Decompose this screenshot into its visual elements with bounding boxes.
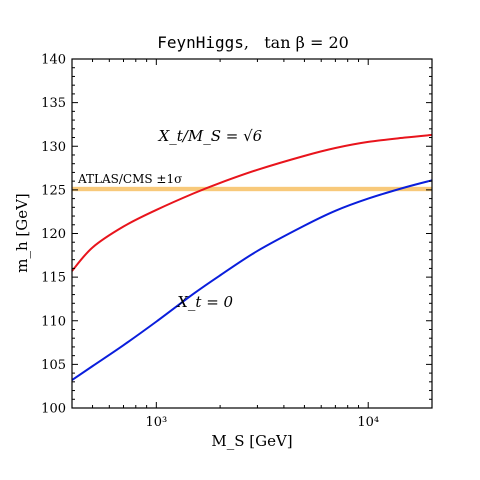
y-tick-label: 110 xyxy=(41,314,66,329)
x-tick-label: 10³ xyxy=(145,415,167,430)
series-line-2 xyxy=(71,179,433,381)
y-tick-label: 120 xyxy=(41,227,66,242)
chart-title: FeynHiggs, tan β = 20 xyxy=(157,33,349,52)
chart-title-rest: , tan β = 20 xyxy=(244,33,349,52)
curve-annotation-2: X_t = 0 xyxy=(176,293,233,311)
curve-annotation-1: X_t/M_S = √6 xyxy=(158,127,263,145)
chart-title-code: FeynHiggs xyxy=(157,33,244,52)
series-layer xyxy=(71,133,433,381)
y-tick-label: 125 xyxy=(41,183,66,198)
y-tick-label: 130 xyxy=(41,140,66,155)
label-layer: 100 105 110 115 120 125 130 135 140 10³ 10⁴ X_t/M_S… xyxy=(41,53,379,431)
plot-frame xyxy=(71,58,433,409)
y-tick-label: 135 xyxy=(41,96,66,111)
y-tick-label: 105 xyxy=(41,358,66,373)
band-layer: ATLAS/CMS ±1σ xyxy=(72,172,432,192)
measurement-band-label: ATLAS/CMS ±1σ xyxy=(77,172,182,186)
y-axis-label: m_h [GeV] xyxy=(13,193,31,273)
y-tick-label: 140 xyxy=(41,53,66,68)
series-line-1 xyxy=(71,133,433,272)
x-tick-label: 10⁴ xyxy=(357,415,379,430)
y-tick-label: 115 xyxy=(41,271,66,286)
tick-layer xyxy=(71,58,433,409)
x-axis-label: M_S [GeV] xyxy=(211,432,292,450)
measurement-band xyxy=(72,186,432,192)
y-tick-label: 100 xyxy=(41,402,66,417)
